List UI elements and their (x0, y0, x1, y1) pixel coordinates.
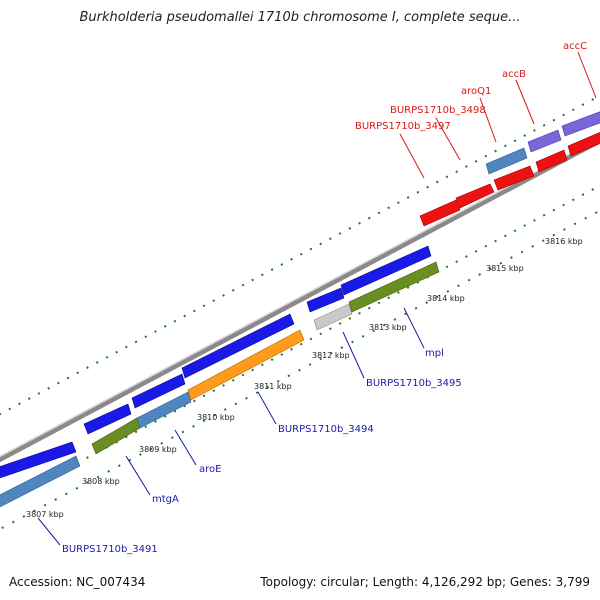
gene-feature-upper-2[interactable] (83, 403, 132, 435)
gene-feature-3491-lower[interactable] (0, 455, 81, 510)
scale-label-3814: 3814 kbp (427, 294, 465, 303)
gene-feature-accB[interactable] (527, 129, 562, 153)
leader-3497 (399, 133, 425, 179)
leader-accB (515, 79, 535, 125)
gene-feature-aroE[interactable] (136, 391, 192, 429)
gene-feature-3494[interactable] (187, 329, 305, 401)
lower-tick-track (0, 184, 600, 506)
leader-3494 (257, 391, 277, 425)
scale-label-3809: 3809 kbp (139, 445, 177, 454)
topology-text: Topology: circular; Length: 4,126,292 bp… (260, 575, 590, 589)
gene-feature-upper-4[interactable] (181, 313, 295, 379)
map-title: Burkholderia pseudomallei 1710b chromoso… (79, 10, 521, 25)
scale-label-3812: 3812 kbp (312, 351, 350, 360)
scale-label-3816: 3816 kbp (545, 237, 583, 246)
gene-feature-3498[interactable] (455, 183, 495, 209)
gene-feature-mpl[interactable] (348, 261, 440, 313)
gene-feature-aroQ1-red[interactable] (493, 165, 535, 191)
gene-label-mtgA[interactable]: mtgA (152, 494, 179, 505)
gene-label-aroQ1[interactable]: aroQ1 (461, 86, 491, 97)
gene-label-3494[interactable]: BURPS1710b_3494 (278, 424, 374, 435)
leader-3491 (37, 517, 61, 546)
leader-aroE (174, 429, 197, 466)
gene-feature-3497[interactable] (419, 199, 461, 227)
leader-3498 (435, 117, 461, 161)
gene-feature-accB-red[interactable] (535, 149, 568, 173)
gene-feature-accC[interactable] (561, 108, 600, 137)
gene-feature-3491-upper[interactable] (0, 441, 77, 480)
gene-label-3491[interactable]: BURPS1710b_3491 (62, 544, 158, 555)
accession-text: Accession: NC_007434 (9, 575, 146, 589)
gene-feature-3495[interactable] (313, 303, 353, 331)
leader-3495 (342, 331, 365, 379)
gene-feature-accC-red[interactable] (567, 128, 600, 157)
gene-feature-upper-6[interactable] (340, 245, 432, 296)
upper-tick-track (0, 94, 600, 416)
gene-label-3498[interactable]: BURPS1710b_3498 (390, 105, 486, 116)
scale-label-3810: 3810 kbp (197, 413, 235, 422)
scale-label-3808: 3808 kbp (82, 477, 120, 486)
scale-label-3807: 3807 kbp (26, 510, 64, 519)
leader-mtgA (125, 455, 151, 496)
gene-feature-aroQ1[interactable] (485, 147, 528, 175)
gene-label-mpl[interactable]: mpl (425, 348, 444, 359)
gene-label-accB[interactable]: accB (502, 69, 526, 80)
scale-label-3813: 3813 kbp (369, 323, 407, 332)
leader-accC (577, 51, 597, 99)
scale-tick-track (0, 209, 600, 531)
leader-aroQ1 (479, 97, 497, 143)
chromosome-backbone (0, 137, 600, 463)
gene-label-3497[interactable]: BURPS1710b_3497 (355, 121, 451, 132)
gene-label-accC[interactable]: accC (563, 41, 587, 52)
leader-mpl (403, 307, 425, 349)
gene-feature-upper-3[interactable] (131, 373, 186, 409)
gene-label-3495[interactable]: BURPS1710b_3495 (366, 378, 462, 389)
scale-label-3815: 3815 kbp (486, 264, 524, 273)
gene-label-aroE[interactable]: aroE (199, 464, 221, 475)
scale-label-3811: 3811 kbp (254, 382, 292, 391)
gene-feature-upper-5[interactable] (306, 287, 345, 313)
